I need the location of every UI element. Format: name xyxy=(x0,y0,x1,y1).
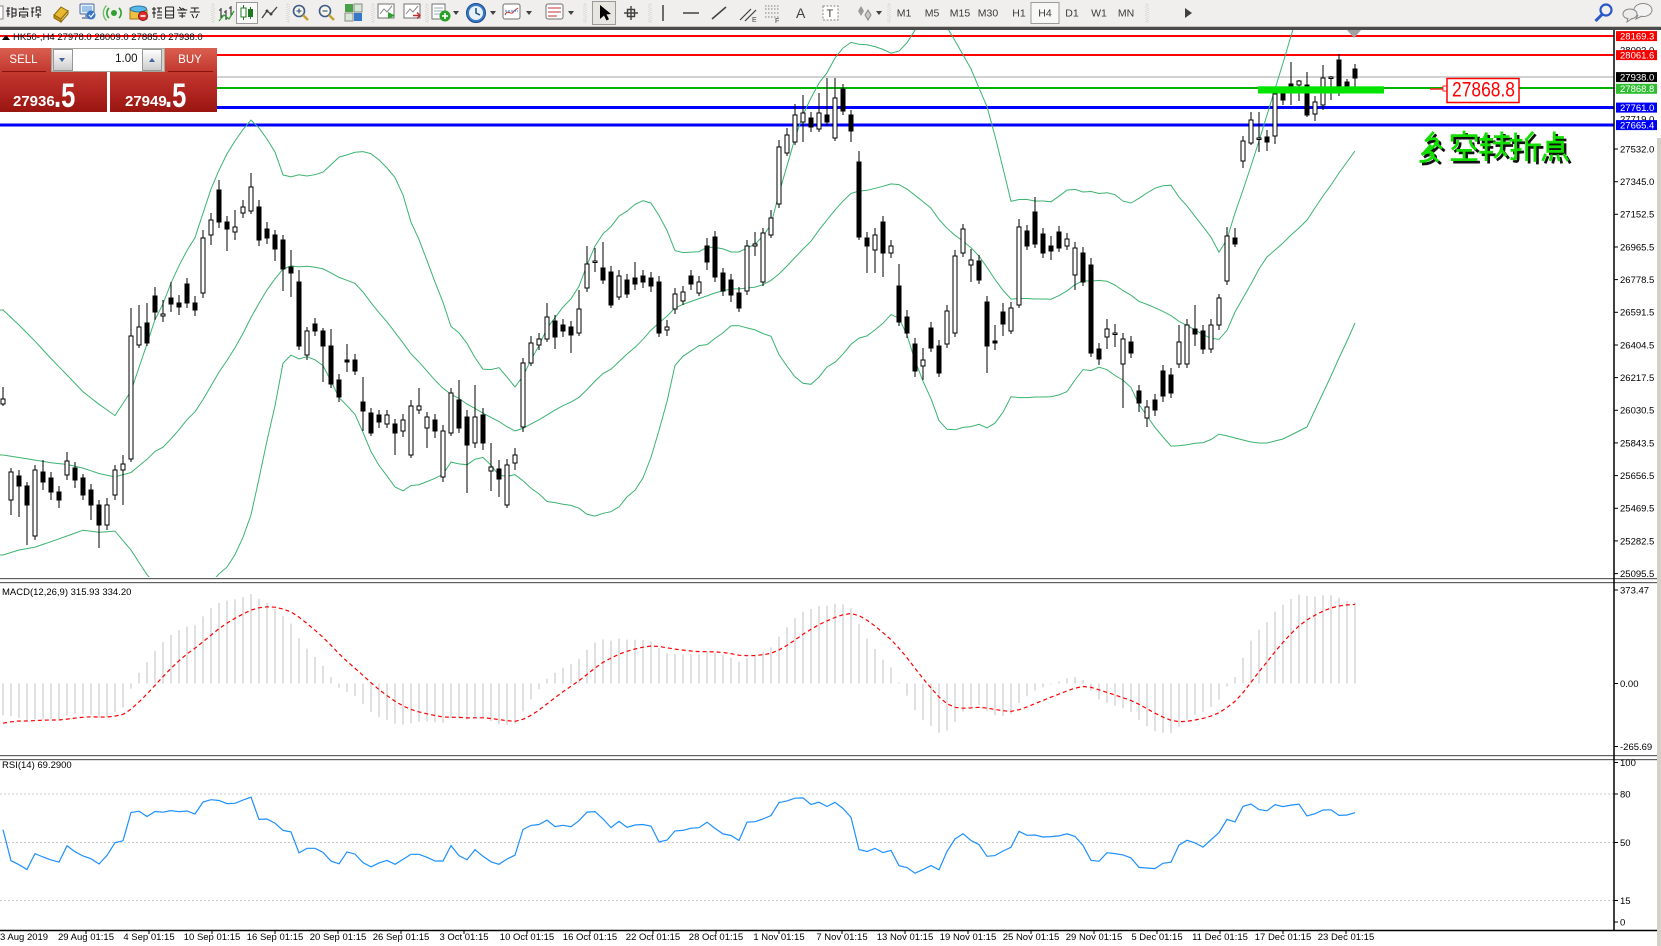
svg-text:20 Sep 01:15: 20 Sep 01:15 xyxy=(310,932,367,943)
svg-text:15: 15 xyxy=(1620,896,1631,907)
svg-text:26030.5: 26030.5 xyxy=(1620,406,1654,417)
svg-text:26965.5: 26965.5 xyxy=(1620,242,1654,253)
svg-text:16 Sep 01:15: 16 Sep 01:15 xyxy=(247,932,304,943)
svg-text:27868.8: 27868.8 xyxy=(1452,79,1515,102)
svg-text:27938.0: 27938.0 xyxy=(1620,72,1654,83)
svg-text:A: A xyxy=(796,5,806,21)
svg-text:25843.5: 25843.5 xyxy=(1620,438,1654,449)
svg-text:17 Dec 01:15: 17 Dec 01:15 xyxy=(1255,932,1312,943)
svg-text:27868.8: 27868.8 xyxy=(1620,84,1654,95)
svg-text:MACD(12,26,9) 315.93 334.20: MACD(12,26,9) 315.93 334.20 xyxy=(2,587,131,598)
svg-text:5 Dec 01:15: 5 Dec 01:15 xyxy=(1131,932,1182,943)
svg-text:22 Oct 01:15: 22 Oct 01:15 xyxy=(626,932,680,943)
svg-text:3 Aug 2019: 3 Aug 2019 xyxy=(0,932,48,943)
svg-text:13 Nov 01:15: 13 Nov 01:15 xyxy=(877,932,934,943)
svg-text:25 Nov 01:15: 25 Nov 01:15 xyxy=(1003,932,1060,943)
svg-text:7 Nov 01:15: 7 Nov 01:15 xyxy=(816,932,867,943)
svg-text:100: 100 xyxy=(1620,758,1636,769)
svg-text:M5: M5 xyxy=(925,8,940,20)
svg-text:RSI(14) 69.2900: RSI(14) 69.2900 xyxy=(2,760,72,771)
svg-text:0.00: 0.00 xyxy=(1620,679,1639,690)
svg-text:H1: H1 xyxy=(1012,8,1026,20)
svg-text:27152.5: 27152.5 xyxy=(1620,210,1654,221)
svg-text:27345.0: 27345.0 xyxy=(1620,177,1654,188)
svg-text:10 Oct 01:15: 10 Oct 01:15 xyxy=(500,932,554,943)
svg-text:M30: M30 xyxy=(978,8,999,20)
svg-text:28061.6: 28061.6 xyxy=(1620,50,1654,61)
svg-text:25469.5: 25469.5 xyxy=(1620,504,1654,515)
svg-text:29 Nov 01:15: 29 Nov 01:15 xyxy=(1066,932,1123,943)
svg-text:11 Dec 01:15: 11 Dec 01:15 xyxy=(1192,932,1248,943)
svg-text:16 Oct 01:15: 16 Oct 01:15 xyxy=(563,932,617,943)
svg-text:3 Oct 01:15: 3 Oct 01:15 xyxy=(439,932,488,943)
svg-text:80: 80 xyxy=(1620,789,1631,800)
svg-text:27761.0: 27761.0 xyxy=(1620,103,1654,114)
svg-text:29 Aug 01:15: 29 Aug 01:15 xyxy=(58,932,114,943)
svg-text:H4: H4 xyxy=(1038,8,1052,20)
svg-text:M1: M1 xyxy=(897,8,912,20)
svg-text:50: 50 xyxy=(1620,838,1631,849)
svg-text:25282.5: 25282.5 xyxy=(1620,536,1654,547)
svg-text:M15: M15 xyxy=(950,8,971,20)
svg-text:26 Sep 01:15: 26 Sep 01:15 xyxy=(373,932,430,943)
svg-text:25656.5: 25656.5 xyxy=(1620,471,1654,482)
svg-text:23 Dec 01:15: 23 Dec 01:15 xyxy=(1318,932,1375,943)
svg-text:-265.69: -265.69 xyxy=(1620,742,1652,753)
svg-text:1 Nov 01:15: 1 Nov 01:15 xyxy=(753,932,804,943)
svg-text:10 Sep 01:15: 10 Sep 01:15 xyxy=(184,932,241,943)
svg-text:373.47: 373.47 xyxy=(1620,585,1649,596)
svg-text:19 Nov 01:15: 19 Nov 01:15 xyxy=(940,932,997,943)
svg-text:26217.5: 26217.5 xyxy=(1620,373,1654,384)
svg-text:27532.0: 27532.0 xyxy=(1620,144,1654,155)
svg-text:26591.5: 26591.5 xyxy=(1620,308,1654,319)
svg-text:E: E xyxy=(752,17,757,24)
svg-text:HK50-,H4 27978.0 28009.0 2788: HK50-,H4 27978.0 28009.0 27885.0 27938.0 xyxy=(13,32,203,43)
svg-text:MN: MN xyxy=(1118,8,1134,20)
svg-text:25095.5: 25095.5 xyxy=(1620,569,1654,580)
svg-text:0: 0 xyxy=(1620,917,1625,928)
svg-text:27665.4: 27665.4 xyxy=(1620,120,1654,131)
svg-text:28 Oct 01:15: 28 Oct 01:15 xyxy=(689,932,743,943)
svg-text:4 Sep 01:15: 4 Sep 01:15 xyxy=(123,932,174,943)
svg-text:D1: D1 xyxy=(1065,8,1079,20)
svg-text:T: T xyxy=(827,8,834,20)
svg-text:28169.3: 28169.3 xyxy=(1620,31,1654,42)
svg-text:26404.5: 26404.5 xyxy=(1620,340,1654,351)
svg-text:W1: W1 xyxy=(1091,8,1107,20)
svg-text:F: F xyxy=(775,18,779,25)
svg-text:26778.5: 26778.5 xyxy=(1620,275,1654,286)
